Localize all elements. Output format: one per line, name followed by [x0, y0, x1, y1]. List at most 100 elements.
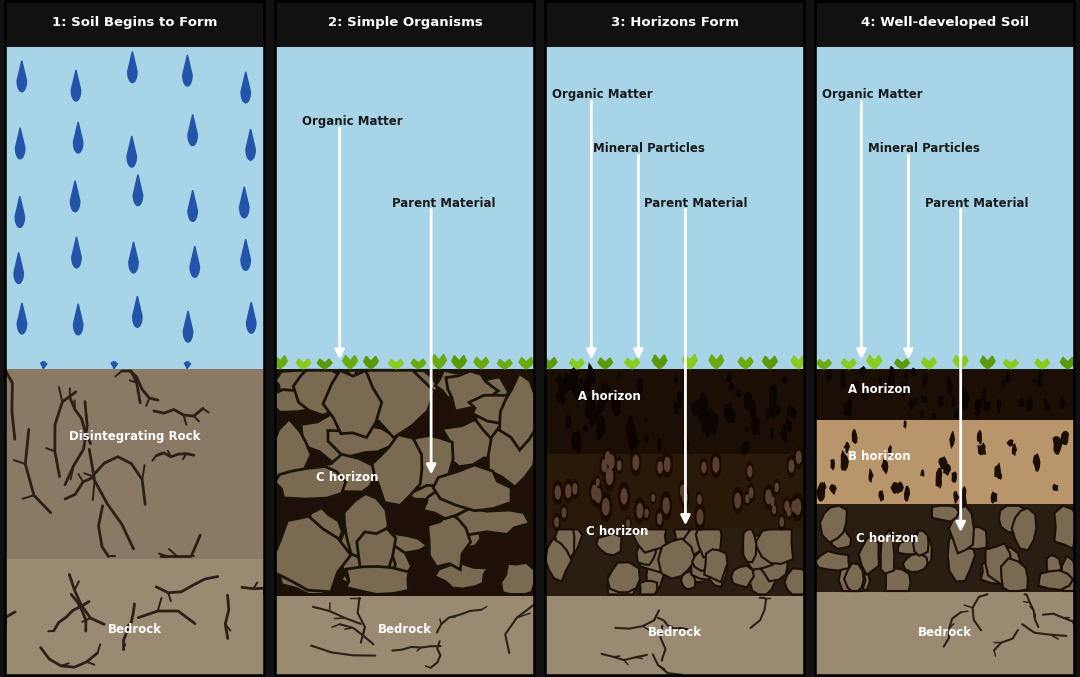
- Polygon shape: [328, 425, 403, 458]
- Polygon shape: [686, 541, 710, 582]
- Polygon shape: [867, 355, 875, 369]
- Text: Organic Matter: Organic Matter: [302, 115, 403, 129]
- Polygon shape: [691, 546, 715, 580]
- Polygon shape: [482, 357, 488, 369]
- Bar: [544, 369, 806, 454]
- Polygon shape: [704, 549, 728, 582]
- Polygon shape: [188, 190, 198, 221]
- Polygon shape: [1003, 359, 1011, 369]
- Polygon shape: [762, 356, 770, 369]
- Polygon shape: [1061, 357, 1068, 369]
- Polygon shape: [241, 239, 251, 270]
- Circle shape: [600, 492, 611, 521]
- Polygon shape: [580, 376, 583, 385]
- Polygon shape: [310, 454, 375, 492]
- Text: C horizon: C horizon: [856, 531, 919, 545]
- Text: 3: Horizons Form: 3: Horizons Form: [611, 16, 739, 29]
- Polygon shape: [948, 531, 975, 582]
- Polygon shape: [780, 423, 787, 443]
- Polygon shape: [831, 459, 835, 471]
- Polygon shape: [784, 568, 806, 594]
- Polygon shape: [556, 374, 564, 387]
- Bar: [274, 0, 536, 44]
- Polygon shape: [294, 370, 347, 415]
- Bar: [274, 369, 536, 596]
- Text: 4: Well-developed Soil: 4: Well-developed Soil: [861, 16, 1029, 29]
- Polygon shape: [932, 506, 959, 522]
- Polygon shape: [585, 362, 595, 387]
- Text: 1: Soil Begins to Form: 1: Soil Begins to Form: [52, 16, 218, 29]
- Polygon shape: [17, 61, 27, 91]
- Polygon shape: [644, 416, 648, 423]
- Polygon shape: [346, 567, 409, 594]
- Polygon shape: [829, 484, 837, 495]
- Polygon shape: [1026, 397, 1032, 412]
- Polygon shape: [356, 528, 396, 586]
- Circle shape: [603, 499, 609, 515]
- Circle shape: [711, 452, 721, 478]
- Polygon shape: [755, 529, 793, 564]
- Bar: [814, 504, 1076, 592]
- Circle shape: [571, 479, 579, 498]
- Polygon shape: [888, 445, 892, 457]
- Polygon shape: [459, 355, 467, 369]
- Circle shape: [764, 484, 773, 509]
- Polygon shape: [600, 383, 610, 406]
- Polygon shape: [299, 508, 342, 550]
- Polygon shape: [456, 508, 529, 535]
- Bar: [814, 369, 1076, 420]
- Polygon shape: [569, 359, 577, 369]
- Polygon shape: [854, 379, 859, 396]
- Circle shape: [651, 492, 656, 504]
- Bar: [4, 369, 266, 559]
- Polygon shape: [629, 427, 639, 458]
- Polygon shape: [897, 540, 926, 554]
- Polygon shape: [692, 551, 724, 571]
- Polygon shape: [674, 529, 694, 545]
- Polygon shape: [246, 129, 255, 160]
- Polygon shape: [995, 462, 1001, 479]
- Polygon shape: [716, 355, 724, 369]
- Polygon shape: [949, 506, 974, 553]
- Polygon shape: [596, 533, 622, 555]
- Circle shape: [747, 466, 752, 477]
- Polygon shape: [690, 354, 698, 369]
- Polygon shape: [585, 396, 595, 420]
- Polygon shape: [792, 407, 797, 419]
- Polygon shape: [566, 414, 571, 426]
- Circle shape: [732, 487, 743, 513]
- Polygon shape: [446, 371, 498, 411]
- Polygon shape: [330, 521, 382, 592]
- Polygon shape: [728, 382, 734, 391]
- Circle shape: [697, 492, 702, 507]
- Polygon shape: [784, 417, 792, 433]
- Polygon shape: [741, 441, 751, 456]
- Polygon shape: [360, 533, 428, 559]
- Circle shape: [795, 447, 802, 468]
- Polygon shape: [607, 567, 638, 594]
- Polygon shape: [440, 354, 446, 369]
- Polygon shape: [127, 136, 136, 167]
- Polygon shape: [397, 435, 454, 492]
- Polygon shape: [974, 398, 983, 418]
- Polygon shape: [1044, 398, 1048, 408]
- Polygon shape: [363, 542, 395, 588]
- Polygon shape: [878, 377, 882, 384]
- Polygon shape: [572, 366, 578, 387]
- Bar: [4, 47, 266, 369]
- Polygon shape: [1044, 402, 1051, 411]
- Circle shape: [746, 495, 748, 502]
- Polygon shape: [845, 563, 864, 591]
- Polygon shape: [434, 564, 488, 589]
- Polygon shape: [184, 311, 192, 342]
- Polygon shape: [981, 559, 995, 581]
- Polygon shape: [908, 397, 915, 410]
- Polygon shape: [947, 379, 953, 395]
- Polygon shape: [912, 368, 918, 376]
- Polygon shape: [696, 529, 721, 557]
- Polygon shape: [698, 393, 708, 426]
- Circle shape: [572, 483, 577, 494]
- Circle shape: [604, 447, 612, 468]
- Polygon shape: [71, 237, 81, 268]
- Text: Mineral Particles: Mineral Particles: [593, 142, 705, 156]
